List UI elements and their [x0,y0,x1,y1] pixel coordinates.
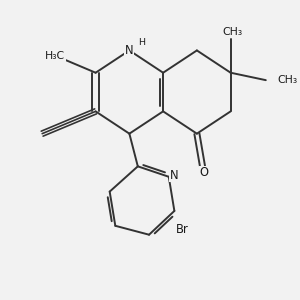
Text: N: N [170,169,179,182]
Text: CH₃: CH₃ [222,27,242,37]
Text: H₃C: H₃C [45,51,65,62]
Text: N: N [125,44,134,57]
Text: Br: Br [176,223,188,236]
Text: O: O [200,167,208,179]
Text: H: H [138,38,145,46]
Text: CH₃: CH₃ [278,75,298,85]
